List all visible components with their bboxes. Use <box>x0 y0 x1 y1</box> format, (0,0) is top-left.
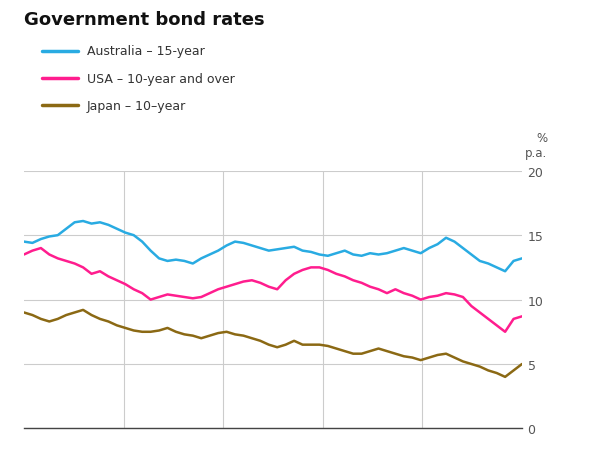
Line: USA – 10-year and over: USA – 10-year and over <box>24 249 522 332</box>
USA – 10-year and over <box>172 293 179 299</box>
Japan – 10–year <box>20 310 28 316</box>
Australia – 15-year <box>20 239 28 245</box>
Australia – 15-year <box>502 269 509 274</box>
Line: Australia – 15-year: Australia – 15-year <box>24 221 522 272</box>
Japan – 10–year <box>197 336 205 341</box>
Australia – 15-year <box>79 219 86 224</box>
USA – 10-year and over <box>20 252 28 258</box>
Text: Australia – 15-year: Australia – 15-year <box>87 46 205 58</box>
USA – 10-year and over <box>155 295 163 300</box>
Japan – 10–year <box>172 329 179 335</box>
Japan – 10–year <box>502 374 509 380</box>
Australia – 15-year <box>197 256 205 262</box>
USA – 10-year and over <box>37 246 44 251</box>
Line: Japan – 10–year: Japan – 10–year <box>24 310 522 377</box>
Japan – 10–year <box>113 323 121 328</box>
USA – 10-year and over <box>189 296 196 301</box>
Australia – 15-year <box>155 256 163 262</box>
USA – 10-year and over <box>341 274 349 280</box>
Japan – 10–year <box>518 362 526 367</box>
Japan – 10–year <box>155 328 163 333</box>
Text: %
p.a.: % p.a. <box>525 132 547 160</box>
USA – 10-year and over <box>113 278 121 283</box>
Text: Government bond rates: Government bond rates <box>24 11 265 29</box>
Australia – 15-year <box>189 261 196 267</box>
Text: USA – 10-year and over: USA – 10-year and over <box>87 73 235 85</box>
Japan – 10–year <box>189 333 196 339</box>
Australia – 15-year <box>113 226 121 232</box>
Australia – 15-year <box>172 258 179 263</box>
Text: Japan – 10–year: Japan – 10–year <box>87 100 186 112</box>
Japan – 10–year <box>79 308 86 313</box>
Australia – 15-year <box>341 249 349 254</box>
USA – 10-year and over <box>518 314 526 319</box>
Japan – 10–year <box>341 349 349 354</box>
USA – 10-year and over <box>197 295 205 300</box>
Australia – 15-year <box>518 256 526 262</box>
USA – 10-year and over <box>502 329 509 335</box>
